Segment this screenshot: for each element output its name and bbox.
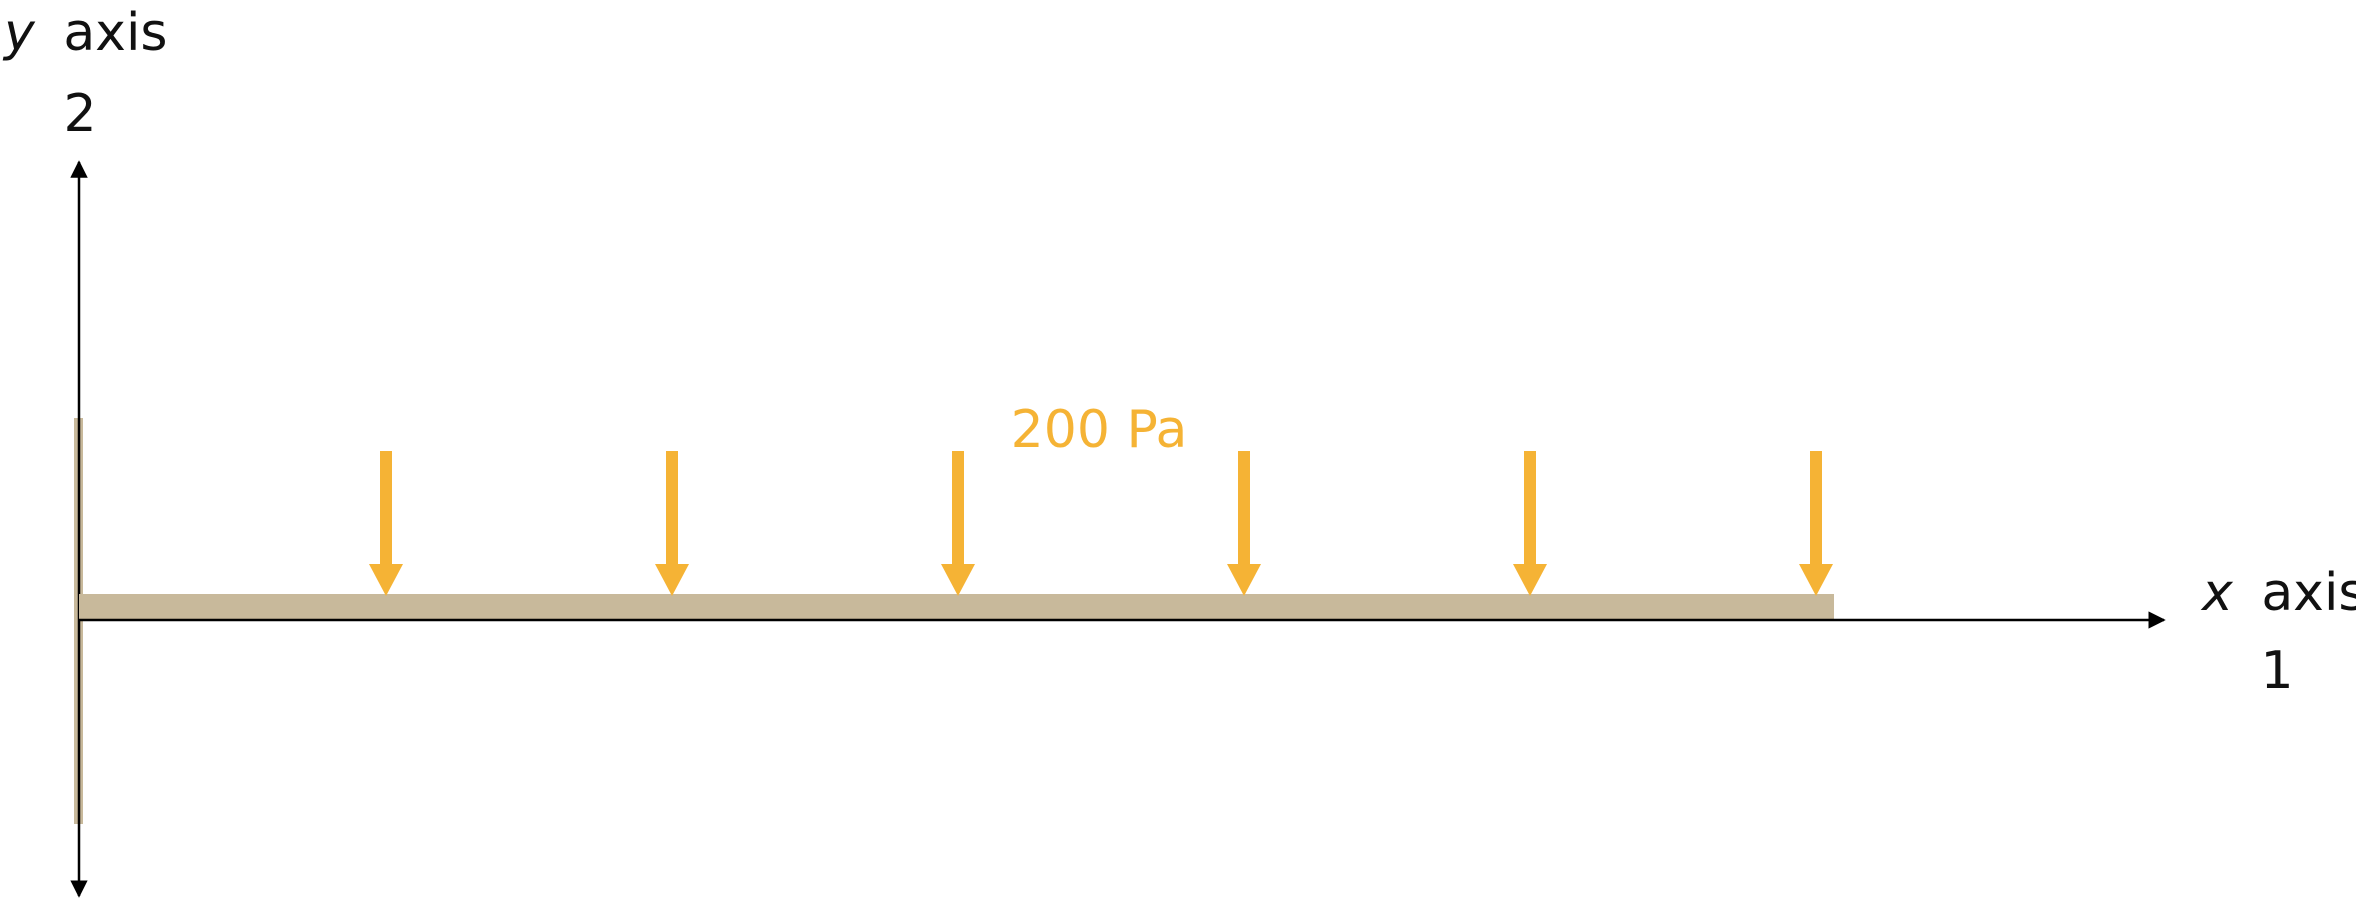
load-arrow-shaft xyxy=(1810,451,1822,566)
load-arrow xyxy=(655,451,689,596)
load-arrow-shaft xyxy=(380,451,392,566)
x-axis-word: axis xyxy=(2261,563,2356,623)
load-arrow-head xyxy=(369,564,403,596)
load-arrow xyxy=(1799,451,1833,596)
beam xyxy=(79,594,1834,620)
load-arrow-head xyxy=(941,564,975,596)
load-arrow-shaft xyxy=(1524,451,1536,566)
load-arrows xyxy=(369,451,1833,596)
y-axis-word: axis xyxy=(63,3,167,63)
load-label: 200 Pa xyxy=(1011,400,1188,460)
load-arrow-head xyxy=(1227,564,1261,596)
x-axis-index: 1 xyxy=(2260,641,2293,701)
load-arrow-shaft xyxy=(952,451,964,566)
x-axis-label: x axis xyxy=(2200,563,2356,623)
y-axis-variable: y xyxy=(2,3,36,63)
load-arrow-head xyxy=(1513,564,1547,596)
x-axis-variable: x xyxy=(2200,563,2234,623)
load-arrow xyxy=(369,451,403,596)
load-arrow xyxy=(941,451,975,596)
load-arrow-head xyxy=(655,564,689,596)
load-arrow-shaft xyxy=(666,451,678,566)
y-axis-label: y axis xyxy=(2,3,168,63)
load-arrow xyxy=(1513,451,1547,596)
load-arrow xyxy=(1227,451,1261,596)
load-arrow-shaft xyxy=(1238,451,1250,566)
load-arrow-head xyxy=(1799,564,1833,596)
y-axis-index: 2 xyxy=(63,84,96,144)
